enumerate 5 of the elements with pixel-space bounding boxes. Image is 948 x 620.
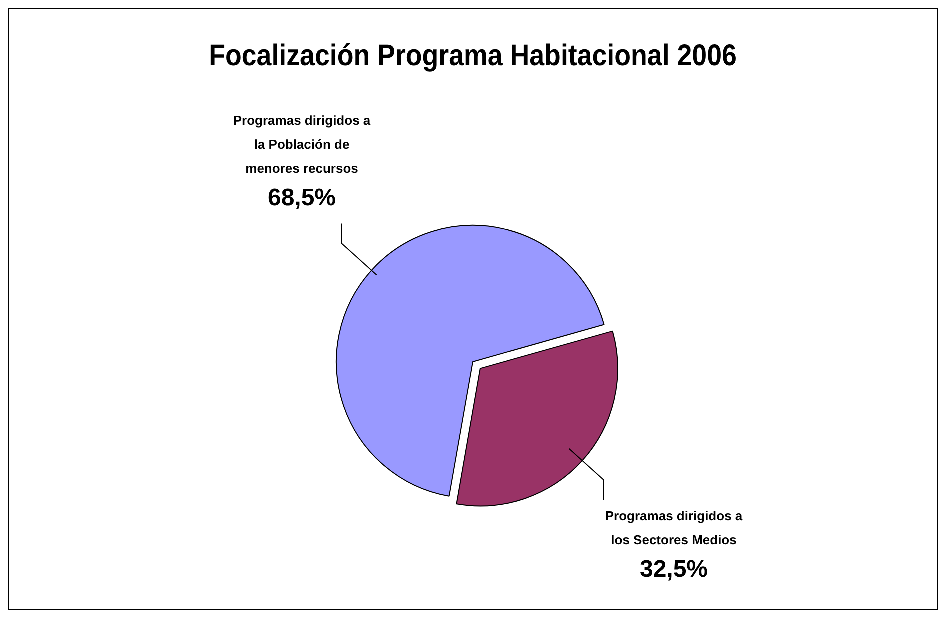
slice-label: Programas dirigidos a la Población de menores recursos bbox=[233, 112, 372, 176]
chart-title: Focalización Programa Habitacional 2006 bbox=[209, 38, 737, 73]
data-label: 32,5% bbox=[640, 556, 708, 583]
slice-label: Programas dirigidos a los Sectores Medios bbox=[605, 508, 744, 548]
data-label: 68,5% bbox=[268, 184, 336, 212]
